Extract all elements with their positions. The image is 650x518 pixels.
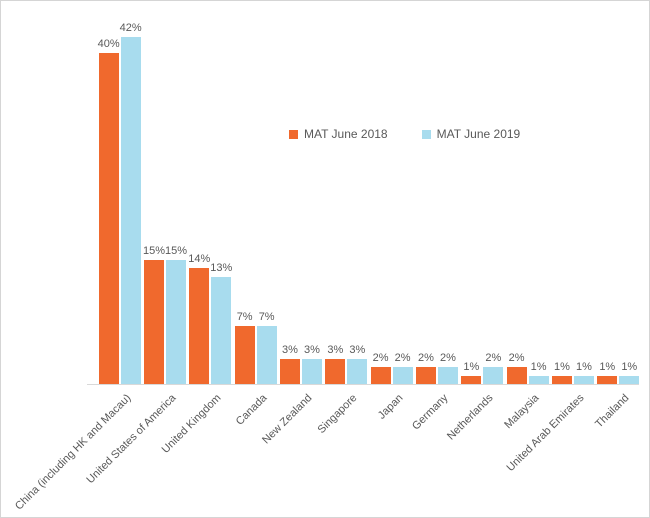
bar-value-label: 1% [621, 361, 638, 373]
bar-value-label: 40% [97, 38, 120, 50]
bar-group: 1% 1% [596, 12, 641, 384]
bar-2019: 3% [301, 344, 322, 384]
bar-2018: 7% [234, 311, 255, 384]
bar-2019: 1% [619, 361, 640, 384]
bar-value-label: 1% [463, 361, 480, 373]
bar-2019: 1% [528, 361, 549, 384]
bar-value-label: 3% [282, 344, 298, 356]
bar-value-label: 3% [304, 344, 320, 356]
plot-area: 40% 42% 15% 15% 14% 13% 7% 7% 3% 3% 3% 3% 2% 2% 2% 2% 1%… [97, 12, 641, 384]
bar-value-label: 2% [418, 352, 434, 364]
bar-2019: 13% [210, 262, 232, 384]
bar-2019: 2% [483, 352, 504, 384]
bar-value-label: 15% [142, 245, 165, 257]
bar-value-label: 7% [258, 311, 275, 323]
x-axis-label: Thailand [593, 392, 632, 431]
legend-label-2018: MAT June 2018 [304, 127, 388, 141]
bar-group: 3% 3% [278, 12, 323, 384]
bar-2018: 40% [98, 38, 120, 384]
bar-2018: 2% [506, 352, 527, 384]
x-axis-line [87, 384, 639, 385]
bar-group: 1% 2% [460, 12, 505, 384]
bar-2018: 3% [279, 344, 300, 384]
bar-value-label: 13% [210, 262, 233, 274]
chart-legend: MAT June 2018 MAT June 2019 [289, 127, 520, 141]
bar-2018: 1% [461, 361, 482, 384]
bar-2019: 15% [165, 245, 187, 384]
bar-2018: 15% [143, 245, 165, 384]
bar-group: 2% 1% [505, 12, 550, 384]
bar-2018: 1% [597, 361, 618, 384]
bar-value-label: 1% [575, 361, 592, 373]
legend-item-2018: MAT June 2018 [289, 127, 388, 141]
bar-value-label: 7% [236, 311, 253, 323]
bar-2019: 1% [573, 361, 594, 384]
bar-2019: 7% [256, 311, 277, 384]
bar-2019: 2% [437, 352, 458, 384]
bar-2018: 2% [415, 352, 436, 384]
bar-value-label: 1% [599, 361, 616, 373]
bar-value-label: 15% [164, 245, 187, 257]
bar-group: 2% 2% [414, 12, 459, 384]
bar-value-label: 3% [349, 344, 366, 356]
bar-2019: 2% [392, 352, 413, 384]
bar-value-label: 3% [327, 344, 344, 356]
bar-value-label: 2% [372, 352, 389, 364]
bar-group: 3% 3% [324, 12, 369, 384]
bar-value-label: 2% [485, 352, 502, 364]
bar-2018: 14% [188, 253, 210, 384]
bar-group: 7% 7% [233, 12, 278, 384]
bar-value-label: 2% [508, 352, 525, 364]
bar-2018: 2% [370, 352, 391, 384]
bar-value-label: 1% [553, 361, 570, 373]
bar-group: 40% 42% [97, 12, 142, 384]
bar-2019: 42% [120, 22, 142, 384]
bar-value-label: 2% [440, 352, 456, 364]
bar-value-label: 1% [530, 361, 547, 373]
bar-value-label: 42% [119, 22, 142, 34]
bar-group: 1% 1% [550, 12, 595, 384]
bar-2018: 1% [551, 361, 572, 384]
bar-2019: 3% [347, 344, 368, 384]
bar-group: 14% 13% [188, 12, 233, 384]
bar-2018: 3% [325, 344, 346, 384]
bar-value-label: 14% [188, 253, 211, 265]
legend-item-2019: MAT June 2019 [421, 127, 521, 141]
bar-group: 2% 2% [369, 12, 414, 384]
legend-label-2019: MAT June 2019 [436, 127, 521, 141]
legend-swatch-2018-icon [289, 129, 298, 139]
bar-value-label: 2% [394, 352, 411, 364]
bar-group: 15% 15% [142, 12, 187, 384]
legend-swatch-2019-icon [421, 129, 431, 139]
